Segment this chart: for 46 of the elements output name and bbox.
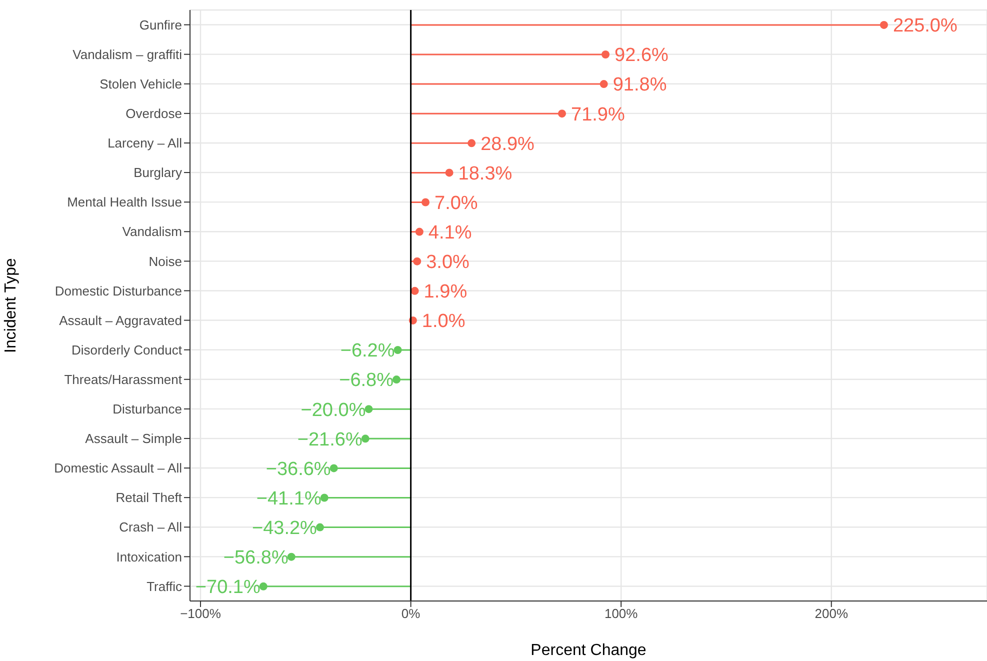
data-label: 71.9% [571,104,625,126]
data-label: 7.0% [434,192,478,214]
data-label: −41.1% [256,488,322,510]
y-tick-label: Traffic [146,578,182,594]
y-tick-label: Overdose [126,106,182,122]
data-label: −36.6% [266,458,331,480]
y-tick-label: Intoxication [116,549,182,564]
data-label: 225.0% [892,16,958,37]
data-label: 91.8% [612,74,667,96]
data-label: −56.8% [223,548,288,569]
y-tick-label: Stolen Vehicle [100,76,182,92]
data-label: 18.3% [458,163,512,184]
y-tick-label: Assault – Simple [85,431,182,446]
data-label: −6.2% [340,340,395,362]
data-label: 4.1% [428,222,472,244]
y-tick-label: Domestic Disturbance [54,283,182,298]
y-tick-label: Assault – Aggravated [59,312,182,328]
x-tick-label: 200% [814,606,848,622]
y-tick-label: Gunfire [139,17,182,32]
y-axis-title: Incident Type [2,258,20,353]
x-tick-label: 0% [401,606,421,622]
x-tick-label: 100% [604,606,638,622]
y-tick-label: Domestic Assault – All [54,460,182,476]
x-axis-title: Percent Change [530,642,646,659]
y-tick-label: Crash – All [119,520,182,535]
y-tick-label: Mental Health Issue [67,194,182,210]
y-tick-label: Noise [148,254,182,269]
data-label: 92.6% [614,45,669,66]
y-tick-label: Burglary [134,165,182,180]
data-label: 1.0% [422,311,466,332]
y-tick-label: Disturbance [112,402,182,417]
data-label: 1.9% [424,282,468,303]
data-label: 28.9% [480,134,535,155]
y-tick-label: Disorderly Conduct [71,342,182,358]
data-label: −20.0% [300,400,366,421]
data-label: −43.2% [252,518,318,539]
y-tick-label: Threats/Harassment [64,372,182,387]
data-label: −70.1% [195,577,260,598]
y-tick-label: Retail Theft [116,490,182,506]
data-label: −6.8% [339,370,394,392]
data-label: 3.0% [426,252,470,274]
y-tick-label: Vandalism – graffiti [72,46,182,62]
data-label: −21.6% [297,429,362,450]
x-tick-label: −100% [180,606,222,622]
y-tick-label: Larceny – All [108,136,182,151]
y-tick-label: Vandalism [122,224,182,240]
